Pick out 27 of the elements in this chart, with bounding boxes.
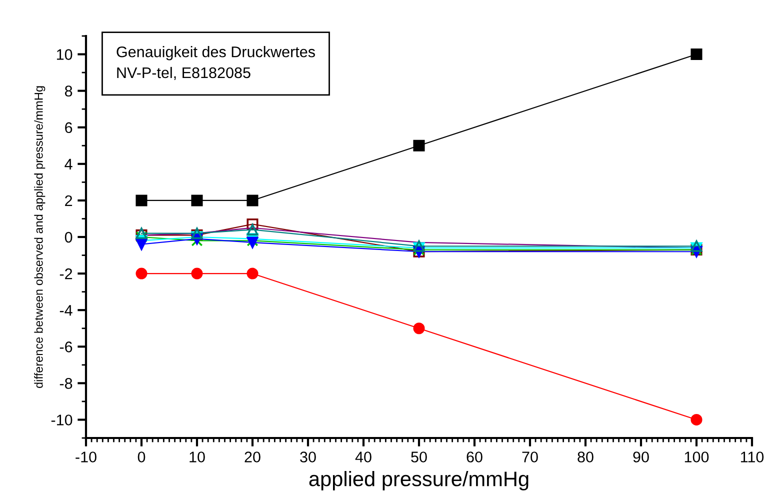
- x-tick-label: -10: [76, 452, 96, 462]
- y-tick-label: -6: [60, 342, 72, 352]
- y-tick-label: -4: [60, 305, 72, 316]
- y-tick-label: 8: [64, 86, 72, 97]
- x-tick-label: 110: [740, 452, 764, 462]
- x-tick-label: 70: [522, 452, 538, 462]
- x-tick-label: 10: [190, 452, 205, 462]
- y-tick-label: -8: [60, 378, 72, 389]
- y-tick-label: 4: [64, 158, 72, 170]
- x-axis-title: applied pressure/mmHg: [309, 470, 528, 490]
- y-tick-label: 2: [65, 195, 72, 206]
- y-tick-label: 10: [56, 49, 72, 60]
- x-tick-label: 0: [138, 452, 146, 462]
- x-tick-label: 30: [300, 452, 316, 462]
- y-axis-title: difference between observed and applied pressure/mmHg: [34, 86, 46, 388]
- y-tick-label: 6: [65, 122, 72, 134]
- annotation: Genauigkeit des Druckwertes NV-P-tel, E8182085: [116, 46, 315, 80]
- y-tick-label: -10: [51, 414, 72, 426]
- x-tick-label: 100: [684, 452, 709, 462]
- x-tick-label: 40: [355, 452, 372, 462]
- x-tick-label: 20: [244, 452, 260, 462]
- x-tick-label: 50: [411, 452, 427, 462]
- x-tick-label: 90: [633, 452, 649, 462]
- y-tick-label: 0: [64, 232, 72, 243]
- y-tick-label: -2: [60, 268, 72, 280]
- x-tick-label: 80: [578, 452, 594, 462]
- x-tick-label: 60: [466, 452, 482, 462]
